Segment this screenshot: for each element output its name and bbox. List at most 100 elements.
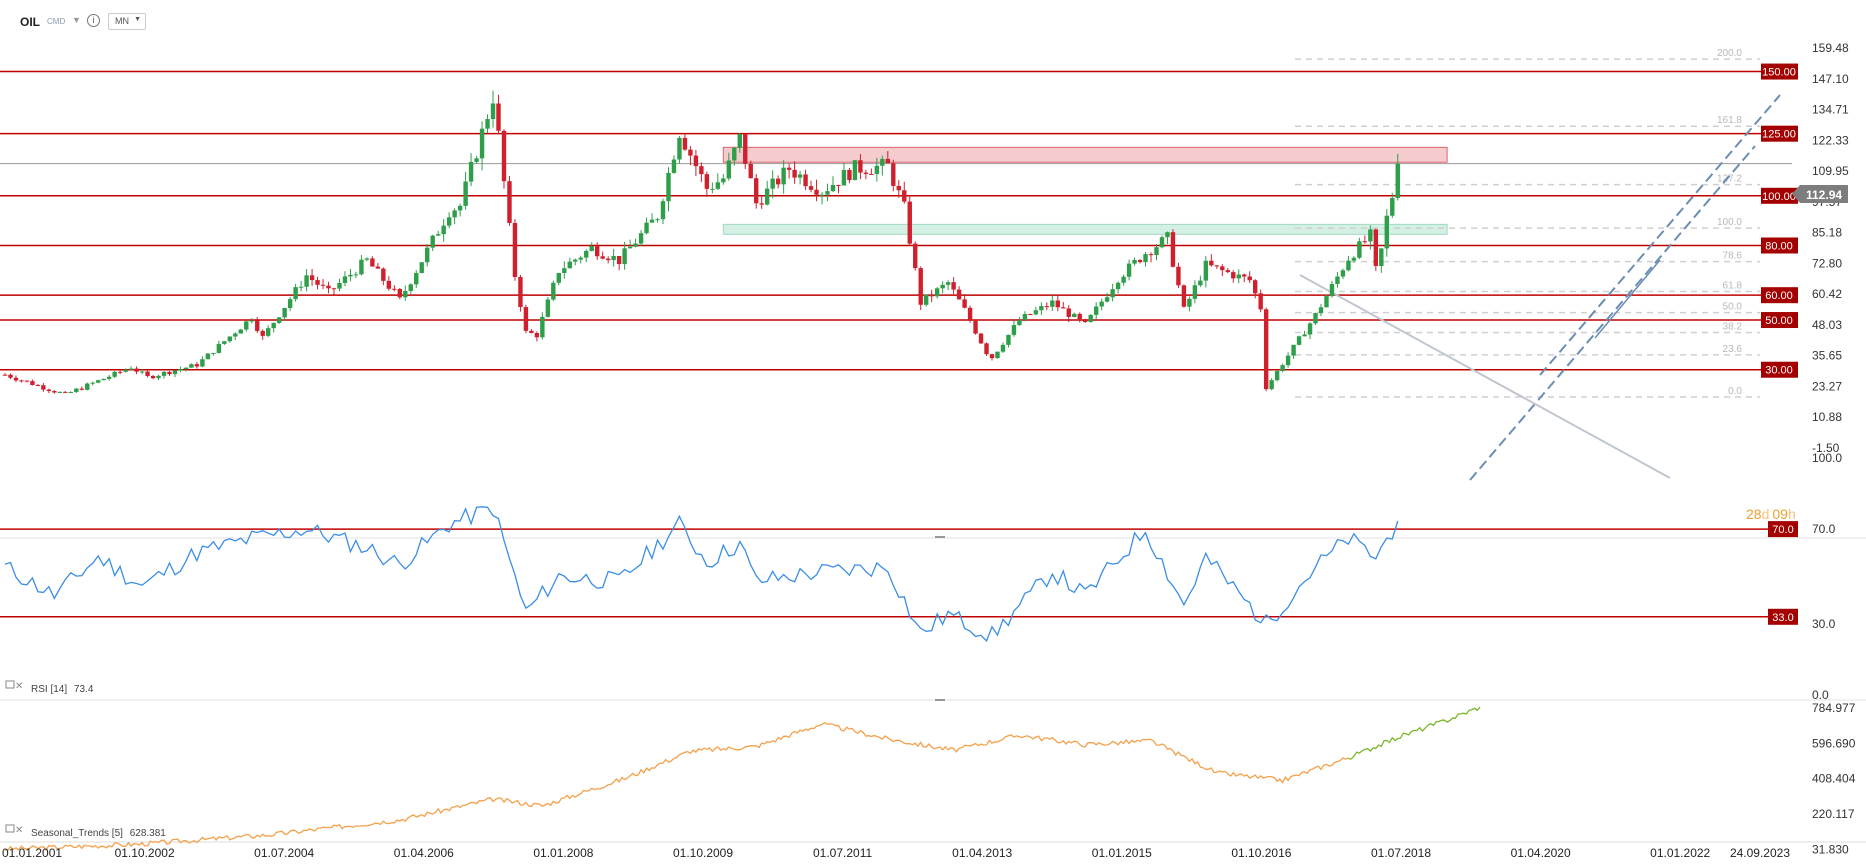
candle-body[interactable] (600, 256, 605, 259)
candle-body[interactable] (1247, 276, 1252, 281)
candle-body[interactable] (978, 333, 984, 344)
candle-body[interactable] (468, 161, 474, 182)
candle-body[interactable] (1225, 270, 1230, 273)
candle-body[interactable] (671, 159, 677, 173)
symbol-dropdown-icon[interactable]: ▼ (72, 15, 81, 25)
candle-body[interactable] (260, 330, 265, 336)
candle-body[interactable] (112, 371, 117, 377)
candle-body[interactable] (737, 133, 742, 148)
candle-body[interactable] (605, 258, 611, 261)
candle-body[interactable] (238, 329, 243, 334)
candle-body[interactable] (874, 165, 880, 174)
candle-body[interactable] (649, 219, 655, 223)
candle-body[interactable] (150, 375, 156, 379)
candle-body[interactable] (945, 282, 951, 285)
candle-body[interactable] (414, 272, 419, 285)
candle-body[interactable] (463, 181, 468, 206)
candle-body[interactable] (1368, 229, 1373, 242)
candle-body[interactable] (611, 256, 616, 261)
candle-body[interactable] (1039, 306, 1044, 311)
candle-body[interactable] (90, 382, 95, 384)
candle-body[interactable] (540, 316, 545, 338)
candle-body[interactable] (660, 201, 666, 220)
candle-body[interactable] (1044, 306, 1050, 308)
candle-body[interactable] (754, 178, 759, 204)
candle-body[interactable] (353, 274, 359, 276)
candle-body[interactable] (584, 250, 589, 258)
candle-body[interactable] (907, 201, 912, 244)
candle-body[interactable] (1231, 272, 1236, 279)
candle-body[interactable] (271, 322, 276, 329)
candle-body[interactable] (858, 160, 863, 173)
candle-body[interactable] (370, 258, 375, 267)
candle-body[interactable] (403, 290, 408, 298)
candle-body[interactable] (1203, 260, 1209, 281)
candle-body[interactable] (830, 184, 836, 192)
candle-body[interactable] (1088, 314, 1093, 323)
candle-body[interactable] (167, 371, 172, 375)
candle-body[interactable] (183, 367, 189, 370)
candle-body[interactable] (1296, 336, 1302, 345)
candle-body[interactable] (139, 371, 145, 373)
candle-body[interactable] (233, 333, 238, 337)
candle-body[interactable] (46, 389, 52, 392)
candle-body[interactable] (298, 286, 304, 288)
close-icon[interactable]: ✕ (15, 681, 23, 692)
candle-body[interactable] (545, 299, 551, 317)
candle-body[interactable] (638, 233, 644, 244)
candle-body[interactable] (337, 282, 342, 289)
candle-body[interactable] (101, 378, 106, 381)
candle-body[interactable] (1346, 260, 1351, 271)
candle-body[interactable] (287, 299, 293, 308)
close-icon[interactable]: ✕ (15, 825, 23, 836)
candle-body[interactable] (770, 178, 775, 189)
candle-body[interactable] (693, 155, 699, 167)
candle-body[interactable] (178, 369, 183, 371)
candle-body[interactable] (1000, 344, 1006, 352)
candle-body[interactable] (726, 160, 731, 179)
candle-body[interactable] (331, 288, 337, 290)
candle-body[interactable] (808, 186, 814, 190)
candle-body[interactable] (1253, 280, 1258, 294)
candle-body[interactable] (249, 320, 254, 322)
candle-body[interactable] (1165, 232, 1170, 238)
candle-body[interactable] (381, 268, 386, 281)
candle-body[interactable] (732, 147, 737, 161)
candle-body[interactable] (825, 191, 830, 195)
candle-body[interactable] (1115, 282, 1121, 290)
candle-body[interactable] (430, 235, 435, 248)
candle-body[interactable] (1181, 285, 1187, 307)
candle-body[interactable] (891, 163, 896, 186)
candle-body[interactable] (699, 166, 704, 175)
candle-body[interactable] (743, 133, 748, 164)
candle-body[interactable] (924, 294, 929, 305)
candle-body[interactable] (989, 354, 995, 359)
candle-body[interactable] (1121, 276, 1126, 283)
candle-body[interactable] (304, 275, 309, 287)
candle-body[interactable] (1159, 237, 1165, 248)
candle-body[interactable] (1126, 263, 1132, 277)
candle-body[interactable] (562, 268, 567, 274)
candle-body[interactable] (392, 288, 397, 290)
candle-body[interactable] (364, 258, 370, 260)
candle-body[interactable] (1143, 254, 1148, 263)
candle-body[interactable] (359, 259, 364, 275)
candle-body[interactable] (551, 282, 556, 300)
candle-body[interactable] (496, 103, 501, 131)
candle-body[interactable] (128, 368, 134, 370)
candle-body[interactable] (595, 246, 600, 257)
candle-body[interactable] (205, 353, 211, 360)
candle-body[interactable] (1307, 323, 1313, 335)
candle-body[interactable] (375, 266, 381, 269)
candle-body[interactable] (984, 343, 989, 355)
candle-body[interactable] (913, 243, 918, 269)
candle-body[interactable] (715, 182, 721, 189)
candle-body[interactable] (814, 189, 819, 195)
candle-body[interactable] (1258, 293, 1263, 310)
candle-body[interactable] (117, 371, 123, 373)
candle-body[interactable] (627, 246, 633, 249)
candle-body[interactable] (1055, 300, 1060, 308)
candle-body[interactable] (1154, 247, 1159, 256)
candle-body[interactable] (408, 284, 413, 291)
candle-body[interactable] (161, 371, 167, 376)
